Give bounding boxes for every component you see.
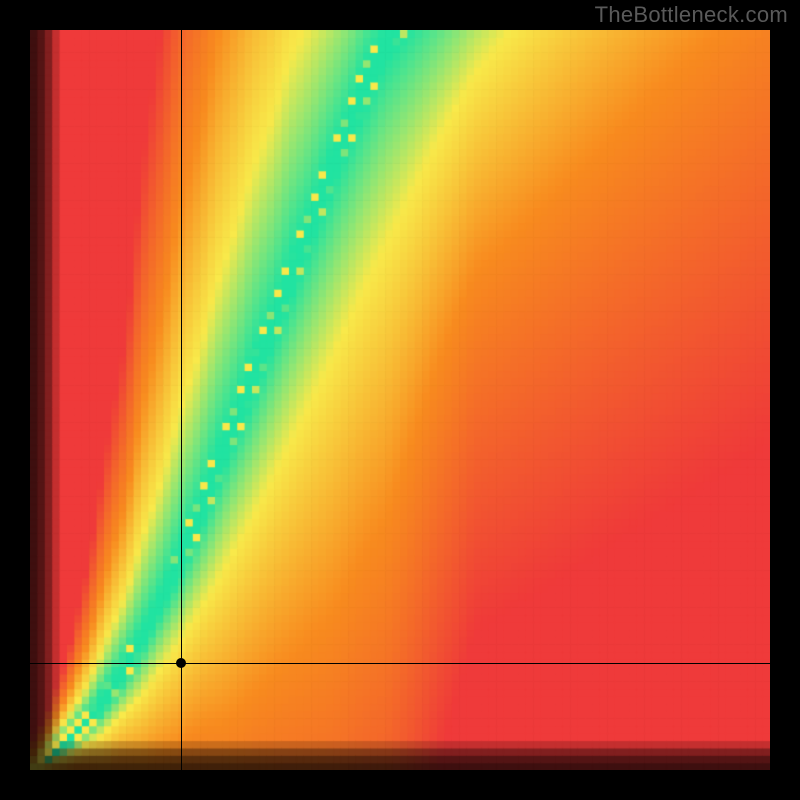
watermark-text: TheBottleneck.com [595, 2, 788, 28]
marker-dot [176, 658, 186, 668]
bottleneck-heatmap [30, 30, 770, 770]
heatmap-canvas [30, 30, 770, 770]
crosshair-horizontal [30, 663, 770, 664]
